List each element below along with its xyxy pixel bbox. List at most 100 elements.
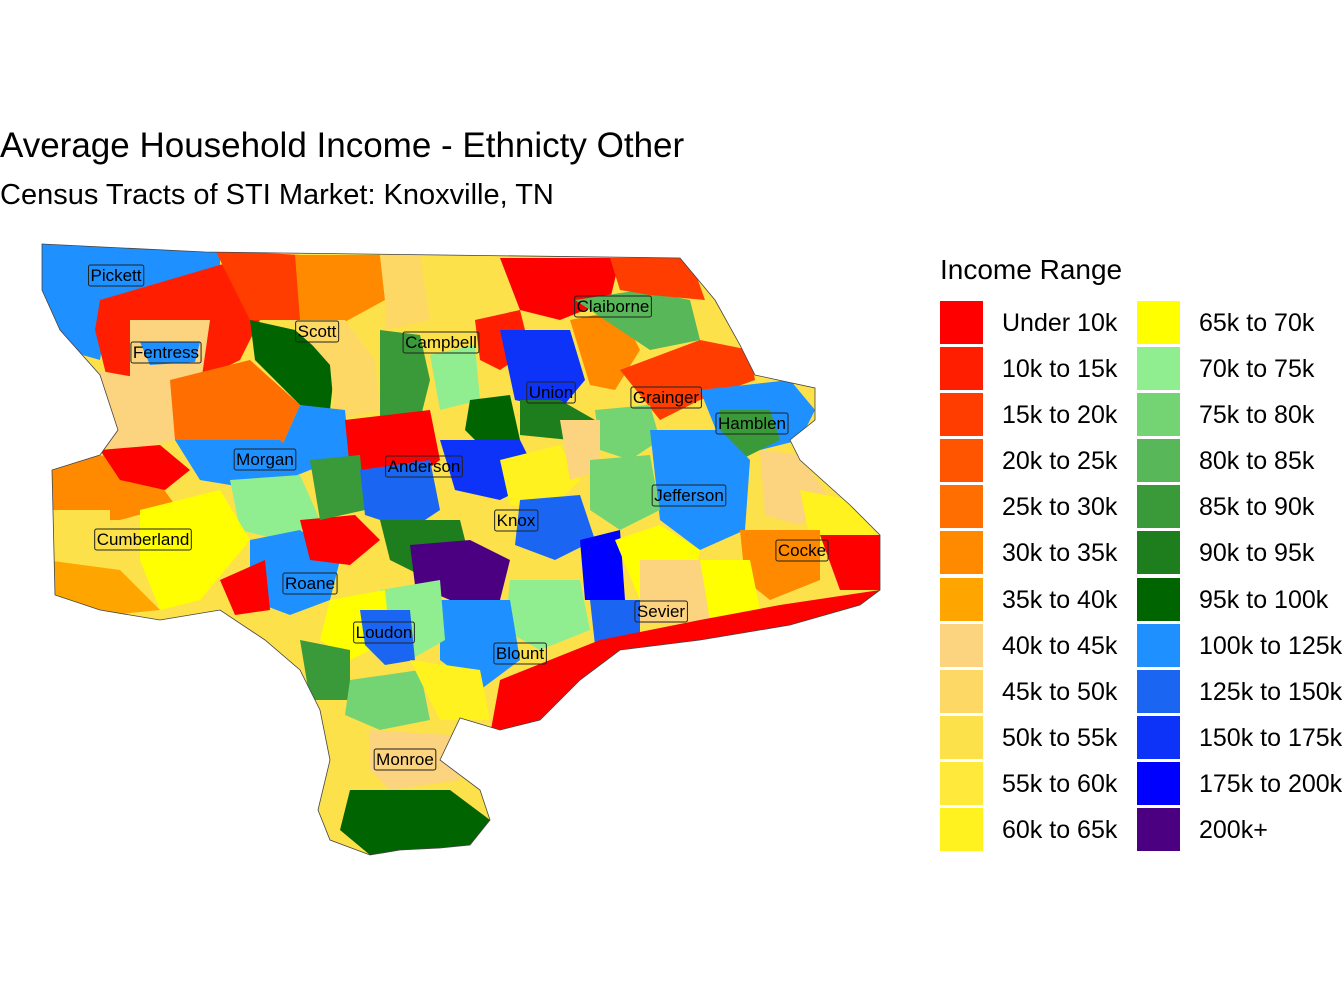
legend-swatch (1137, 669, 1180, 713)
tract-region (300, 640, 350, 700)
legend-swatch (940, 439, 983, 483)
county-label-box (385, 455, 463, 478)
county-label: Scott (295, 320, 340, 343)
tract-region (595, 405, 660, 460)
tract-region (610, 258, 705, 300)
tract-region (380, 252, 430, 330)
legend-label: 95k to 100k (1199, 585, 1329, 614)
tract-region (640, 560, 710, 625)
tract-region (250, 320, 335, 410)
county-label-box (775, 539, 829, 562)
legend-label: 20k to 25k (1002, 447, 1118, 476)
county-label: Knox (494, 509, 539, 532)
choropleth-map: Pickett Scott Campbell Claiborne Fentress Uni… (41, 243, 881, 856)
legend-label: 45k to 50k (1002, 677, 1118, 706)
legend-label: 125k to 150k (1199, 677, 1343, 706)
county-label: Cumberland (94, 528, 192, 551)
county-label: Sevier (634, 600, 688, 623)
legend-swatch (1137, 393, 1180, 437)
county-label: Claiborne (574, 295, 652, 318)
legend-swatch (940, 623, 983, 667)
county-label: Grainger (630, 386, 702, 409)
legend-swatch (1137, 347, 1180, 391)
legend-label: 80k to 85k (1199, 447, 1315, 476)
tract-region (340, 790, 490, 855)
county-label: Cocke (775, 539, 829, 562)
county-label-box (233, 448, 297, 471)
legend-swatch (940, 301, 983, 344)
tract-region (820, 535, 880, 590)
tract-region (295, 255, 385, 330)
county-label-box (634, 600, 688, 623)
county-label-text: Jefferson (654, 486, 724, 505)
county-label-text: Loudon (356, 623, 413, 642)
tract-region (410, 660, 490, 720)
county-label-box (715, 412, 789, 435)
tract-region (360, 610, 415, 665)
county-label-text: Anderson (388, 457, 461, 476)
county-label: Anderson (385, 455, 463, 478)
tract-region (380, 330, 430, 430)
legend-title: Income Range (940, 254, 1123, 285)
tract-region (230, 475, 320, 540)
legend-swatch (940, 347, 983, 391)
county-label-text: Campbell (405, 333, 477, 352)
legend-label: 50k to 55k (1002, 723, 1118, 752)
tract-region (590, 455, 660, 530)
tract-region (500, 330, 585, 410)
legend-swatch (1137, 623, 1180, 667)
tract-region (100, 445, 190, 490)
legend-label: 175k to 200k (1199, 769, 1343, 798)
legend-swatch (1137, 301, 1180, 344)
county-label-text: Pickett (90, 266, 141, 285)
legend-swatch (1137, 531, 1180, 575)
tract-region (700, 560, 760, 620)
legend-swatch (940, 761, 983, 805)
tract-region (220, 560, 270, 615)
legend-swatch (1137, 715, 1180, 759)
legend-label: 75k to 80k (1199, 401, 1315, 430)
county-label-box (493, 642, 547, 665)
county-label-box (373, 748, 437, 771)
county-label-box (494, 509, 539, 532)
legend-label: 90k to 95k (1199, 539, 1315, 568)
legend-label: 10k to 15k (1002, 355, 1118, 384)
tract-region (515, 495, 595, 560)
legend-label: 65k to 70k (1199, 309, 1315, 337)
legend-label: 150k to 175k (1199, 723, 1343, 752)
legend-label: 85k to 90k (1199, 493, 1315, 522)
tract-region (215, 250, 300, 320)
legend-swatch (1137, 808, 1180, 852)
legend-swatch (940, 577, 983, 621)
tract-region (740, 530, 820, 600)
county-label: Union (526, 381, 576, 404)
map-title: Average Household Income - Ethnicty Othe… (0, 126, 685, 165)
legend-swatch (940, 669, 983, 713)
county-label-text: Monroe (376, 750, 434, 769)
county-label-box (295, 320, 340, 343)
county-label-box (130, 341, 202, 364)
tract-region (620, 340, 755, 420)
legend-swatch (1137, 439, 1180, 483)
county-label-text: Roane (285, 574, 335, 593)
county-label: Blount (493, 642, 547, 665)
county-label-text: Blount (496, 644, 544, 663)
county-label-text: Cumberland (97, 530, 190, 549)
tract-region (345, 670, 430, 730)
county-label: Campbell (402, 331, 480, 354)
map-subtitle: Census Tracts of STI Market: Knoxville, … (0, 179, 554, 211)
legend-label: 35k to 40k (1002, 585, 1118, 614)
tract-region (590, 600, 640, 645)
legend-swatch (1137, 761, 1180, 805)
tract-region (300, 515, 380, 565)
tract-region (430, 345, 480, 410)
county-label-text: Hamblen (718, 414, 786, 433)
legend-label: 30k to 35k (1002, 539, 1118, 568)
county-label-text: Fentress (133, 343, 199, 362)
county-label-text: Scott (298, 322, 337, 341)
county-label: Pickett (87, 264, 145, 287)
county-label: Monroe (373, 748, 437, 771)
tract-region (170, 360, 300, 450)
county-label: Morgan (233, 448, 297, 471)
county-label-text: Claiborne (577, 297, 650, 316)
